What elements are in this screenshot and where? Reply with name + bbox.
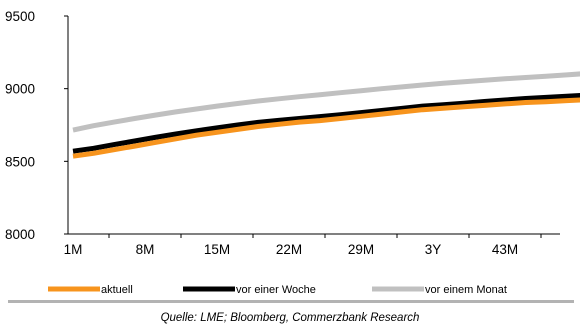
x-tick-label: 15M xyxy=(204,242,230,257)
series-line-vor-einer-woche xyxy=(72,93,580,154)
legend: aktuell vor einer Woche vor einem Monat xyxy=(48,284,507,296)
y-tick-label: 9000 xyxy=(5,82,35,97)
separator xyxy=(8,300,574,303)
legend-label: vor einem Monat xyxy=(425,284,507,296)
legend-label: vor einer Woche xyxy=(236,284,316,296)
x-tick-label: 1M xyxy=(64,242,83,257)
series-line-vor-einem-monat xyxy=(72,71,580,133)
y-tick-label: 8000 xyxy=(5,227,35,242)
x-tick-label: 3Y xyxy=(425,242,442,257)
x-tick-label: 22M xyxy=(276,242,302,257)
y-tick-label: 8500 xyxy=(5,154,35,169)
y-tick-label: 9500 xyxy=(5,9,35,24)
x-tick-label: 8M xyxy=(136,242,155,257)
source-note: Quelle: LME; Bloomberg, Commerzbank Rese… xyxy=(160,312,420,324)
x-tick-label: 43M xyxy=(492,242,518,257)
legend-label: aktuell xyxy=(101,284,133,296)
series-line-aktuell xyxy=(72,97,580,159)
x-tick-label: 29M xyxy=(348,242,374,257)
